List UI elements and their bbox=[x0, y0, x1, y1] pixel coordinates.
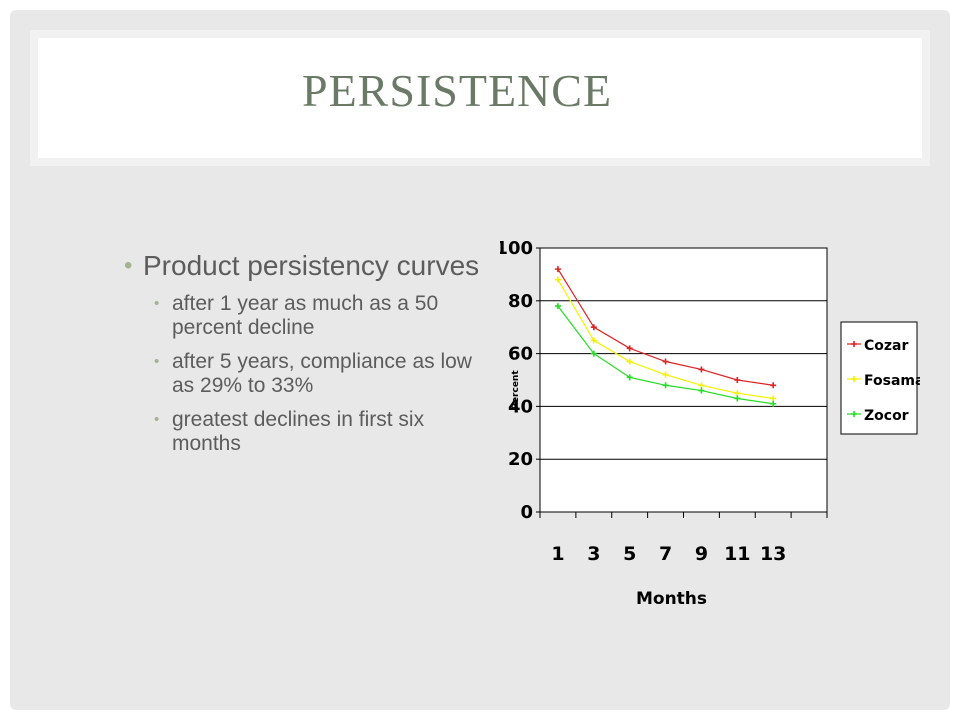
slide: PERSISTENCE • Product persistency curves… bbox=[10, 10, 950, 710]
data-point bbox=[734, 390, 741, 397]
data-point bbox=[554, 266, 561, 273]
legend-marker bbox=[851, 376, 857, 382]
x-axis-label: Months bbox=[636, 589, 707, 609]
sub-bullet-item: • after 5 years, compliance as low as 29… bbox=[118, 350, 488, 398]
bullet-dot-icon: • bbox=[154, 411, 160, 428]
data-point bbox=[590, 350, 597, 357]
x-tick-label: 13 bbox=[760, 543, 786, 565]
x-tick-label: 5 bbox=[623, 543, 636, 565]
y-tick-label: 0 bbox=[520, 502, 533, 523]
bullet-text: Product persistency curves bbox=[143, 250, 480, 281]
bullet-dot-icon: • bbox=[124, 252, 133, 279]
y-tick-label: 80 bbox=[508, 291, 533, 312]
legend-marker bbox=[851, 341, 857, 347]
data-point bbox=[590, 324, 597, 331]
sub-bullet-text: after 5 years, compliance as low as 29% … bbox=[172, 350, 472, 397]
data-point bbox=[770, 395, 777, 402]
title-box: PERSISTENCE bbox=[30, 30, 930, 166]
data-point bbox=[734, 395, 741, 402]
data-point bbox=[770, 382, 777, 389]
y-tick-label: 40 bbox=[508, 396, 533, 417]
x-tick-label: 1 bbox=[551, 543, 564, 565]
bullet-item: • Product persistency curves bbox=[118, 250, 488, 282]
y-tick-label: 60 bbox=[508, 344, 533, 365]
data-point bbox=[662, 358, 669, 365]
data-point bbox=[626, 374, 633, 381]
data-point bbox=[626, 345, 633, 352]
sub-bullet-text: after 1 year as much as a 50 percent dec… bbox=[172, 292, 439, 339]
bullet-list: • Product persistency curves • after 1 y… bbox=[118, 250, 488, 466]
x-tick-label: 3 bbox=[587, 543, 600, 565]
x-tick-label: 11 bbox=[724, 543, 750, 565]
data-point bbox=[662, 371, 669, 378]
legend-marker bbox=[851, 411, 857, 417]
data-point bbox=[626, 358, 633, 365]
legend-label: Fosamax bbox=[864, 373, 920, 389]
legend-label: Zocor bbox=[864, 408, 909, 424]
data-point bbox=[734, 377, 741, 383]
sub-bullet-item: • greatest declines in first six months bbox=[118, 408, 488, 456]
data-point bbox=[698, 387, 705, 394]
data-point bbox=[554, 276, 561, 283]
sub-bullet-list: • after 1 year as much as a 50 percent d… bbox=[118, 292, 488, 456]
x-tick-label: 9 bbox=[695, 543, 708, 565]
x-tick-label: 7 bbox=[659, 543, 672, 565]
data-point bbox=[698, 366, 705, 373]
data-point bbox=[662, 382, 669, 389]
bullet-dot-icon: • bbox=[154, 295, 160, 312]
data-point bbox=[770, 400, 777, 407]
slide-title: PERSISTENCE bbox=[302, 65, 613, 116]
y-axis-label: Percent bbox=[511, 370, 521, 410]
sub-bullet-text: greatest declines in first six months bbox=[172, 408, 425, 455]
data-point bbox=[590, 337, 597, 344]
bullet-dot-icon: • bbox=[154, 353, 160, 370]
y-tick-label: 100 bbox=[500, 238, 533, 259]
data-point bbox=[554, 303, 561, 310]
sub-bullet-item: • after 1 year as much as a 50 percent d… bbox=[118, 292, 488, 340]
data-point bbox=[698, 382, 705, 389]
y-tick-label: 20 bbox=[508, 449, 533, 470]
legend-label: Cozar bbox=[864, 338, 908, 354]
